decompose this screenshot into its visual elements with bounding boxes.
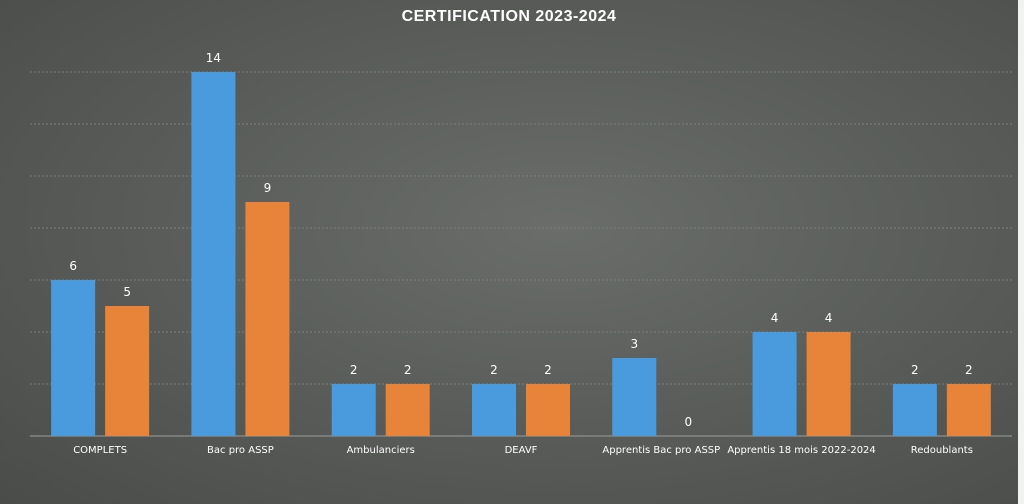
data-label: 2 [490,363,498,377]
data-label: 3 [630,337,638,351]
bar-2-1 [105,306,150,436]
data-label: 2 [965,363,973,377]
bar-2-3 [385,384,430,436]
bar-1-4 [472,384,516,436]
bar-1-3 [331,384,376,436]
category-label: Bac pro ASSP [207,445,274,456]
data-label: 4 [771,311,779,325]
data-label: 2 [350,363,358,377]
chart-title: CERTIFICATION 2023-2024 [401,8,617,25]
bar-2-7 [946,384,991,436]
category-label: Apprentis Bac pro ASSP [602,445,720,456]
data-label: 2 [404,363,412,377]
data-label: 6 [69,259,77,273]
bar-2-6 [806,332,851,436]
data-label: 9 [264,181,272,195]
bar-2-2 [245,202,290,436]
data-label: 2 [911,363,919,377]
bar-1-6 [752,332,797,436]
category-label: Apprentis 18 mois 2022-2024 [727,445,875,456]
data-label: 2 [544,363,552,377]
category-label: DEAVF [505,445,538,456]
bar-1-1 [51,280,96,436]
category-label: Redoublants [911,445,973,456]
data-label: 5 [123,285,131,299]
bar-1-7 [892,384,937,436]
data-label: 14 [206,51,221,65]
bar-1-5 [612,358,657,436]
bar-2-4 [526,384,570,436]
category-label: COMPLETS [73,445,127,456]
category-label: Ambulanciers [347,445,415,456]
bar-1-2 [191,72,236,436]
data-label: 0 [684,415,692,429]
data-label: 4 [825,311,833,325]
